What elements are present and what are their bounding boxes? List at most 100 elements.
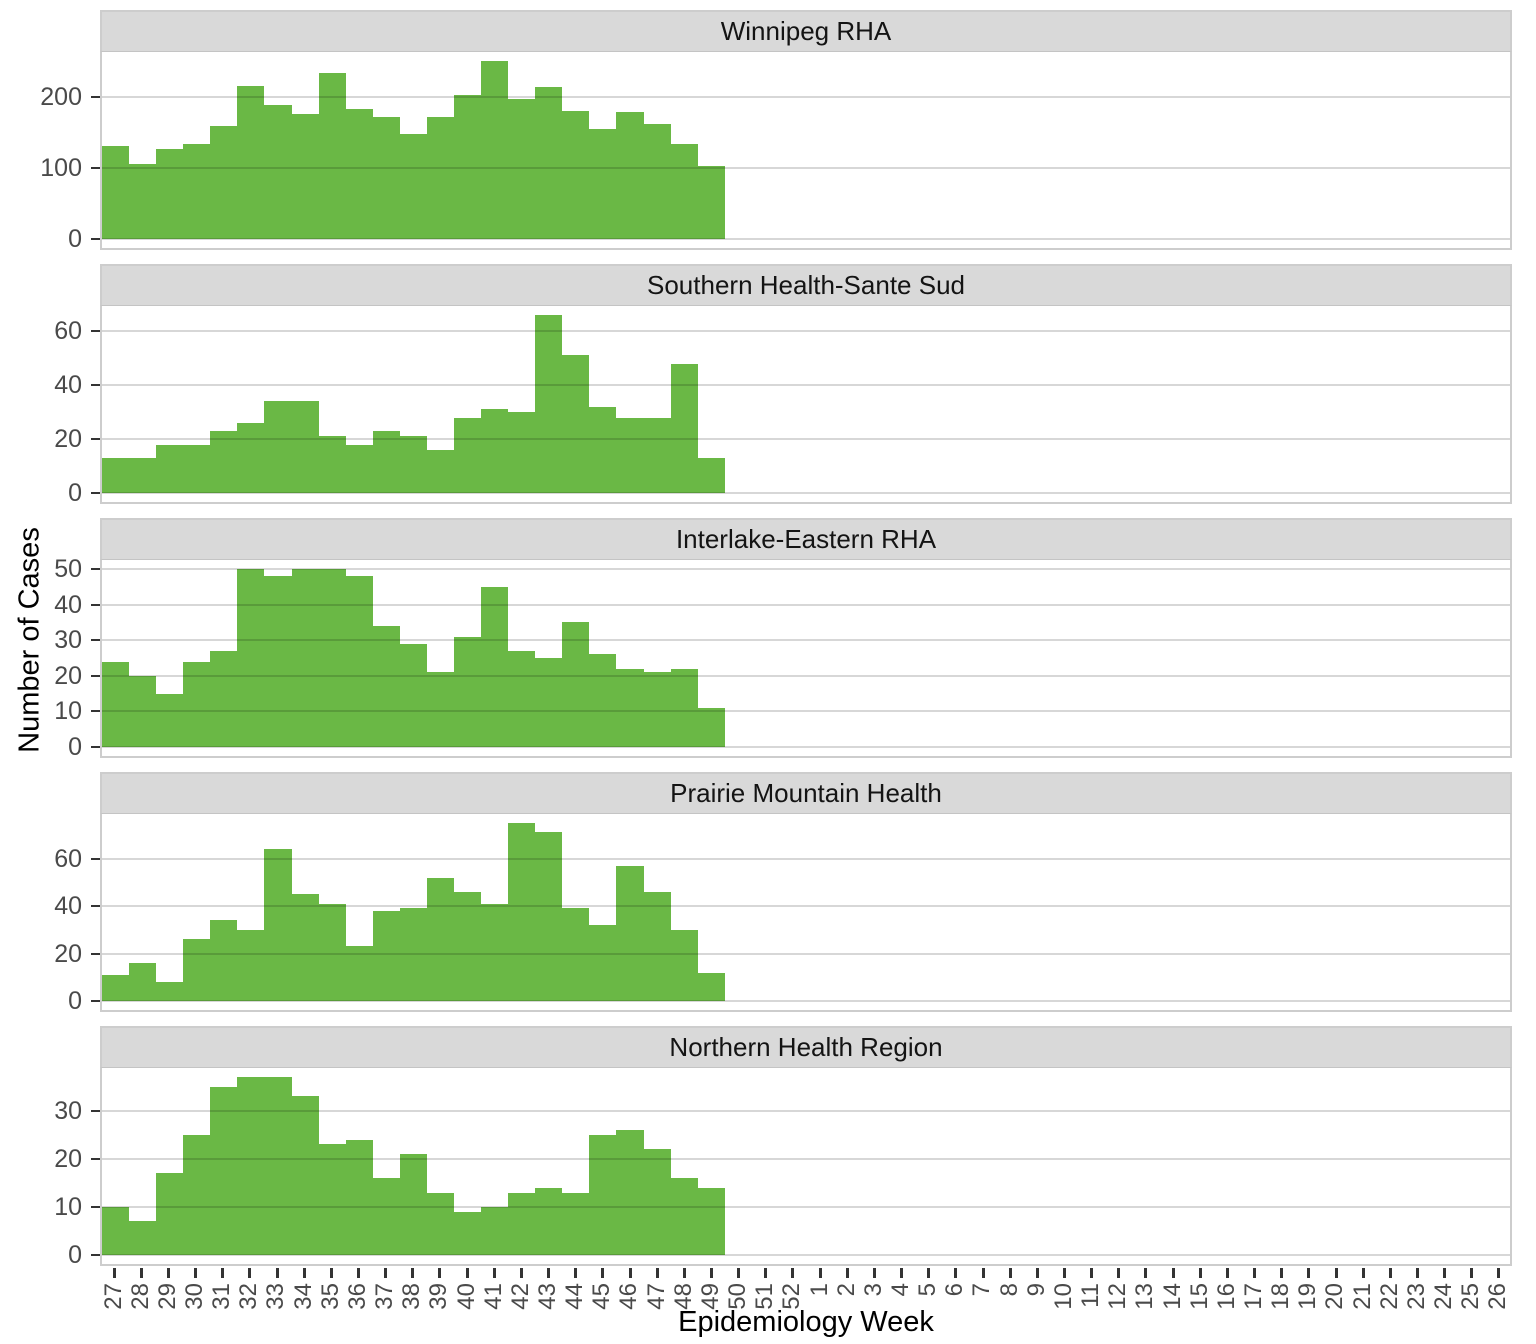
x-tick-mark — [628, 1268, 632, 1278]
bar-week-41 — [481, 409, 509, 494]
x-tick-mark — [1361, 1268, 1365, 1278]
bar-week-38 — [399, 436, 427, 494]
y-tick-mark — [91, 238, 100, 241]
x-tick-mark — [791, 1268, 795, 1278]
x-tick-mark — [655, 1268, 659, 1278]
y-tick-mark — [91, 905, 100, 908]
gridline-y-10 — [102, 1205, 1510, 1208]
bar-week-32 — [237, 568, 265, 748]
bar-week-32 — [237, 1076, 265, 1256]
x-tick-mark — [1117, 1268, 1121, 1278]
bar-week-28 — [129, 675, 157, 748]
facet-1: Winnipeg RHA 0 100 200 — [40, 10, 1512, 253]
gridline-y-40 — [102, 603, 1510, 606]
bar-week-35 — [318, 73, 346, 240]
bar-week-49 — [697, 166, 725, 240]
bar-week-33 — [264, 849, 292, 1002]
gridline-y-20 — [102, 952, 1510, 955]
x-tick-mark — [221, 1268, 225, 1278]
x-tick-mark — [927, 1268, 931, 1278]
x-tick-mark — [1144, 1268, 1148, 1278]
bar-week-48 — [670, 1178, 698, 1256]
bar-week-40 — [454, 417, 482, 494]
bar-week-45 — [589, 654, 617, 748]
bar-week-40 — [454, 1211, 482, 1256]
bar-week-36 — [345, 1139, 373, 1256]
bar-week-31 — [210, 650, 238, 748]
x-tick-label-text: 11 — [1077, 1283, 1105, 1308]
bar-week-32 — [237, 85, 265, 240]
bar-week-49 — [697, 972, 725, 1002]
facet-panel: 0 10 20 30 — [54, 1068, 1512, 1269]
gridline-y-20 — [102, 1157, 1510, 1160]
y-tick-mark — [91, 384, 100, 387]
bar-week-28 — [129, 963, 157, 1002]
x-tick-label-text: 2 — [832, 1283, 860, 1297]
facet-5: Northern Health Region 0 10 20 30 — [54, 1026, 1512, 1269]
y-tick-mark — [91, 1205, 100, 1208]
bar-week-31 — [210, 431, 238, 494]
y-tick-mark — [91, 639, 100, 642]
bar-week-45 — [589, 1134, 617, 1256]
bar-week-27 — [102, 458, 130, 494]
gridline-y-40 — [102, 905, 1510, 908]
y-tick-label: 0 — [68, 987, 82, 1016]
x-tick-mark — [329, 1268, 333, 1278]
gridline-y-20 — [102, 674, 1510, 677]
y-tick-label: 20 — [54, 1144, 82, 1173]
bar-week-27 — [102, 146, 130, 240]
bar-week-36 — [345, 444, 373, 494]
bar-week-37 — [372, 117, 400, 240]
bar-week-43 — [535, 314, 563, 494]
x-tick-mark — [737, 1268, 741, 1278]
bar-week-36 — [345, 109, 373, 240]
facet-panel: 0 20 40 60 — [54, 306, 1512, 507]
x-tick-mark — [954, 1268, 958, 1278]
bar-week-39 — [426, 672, 454, 748]
bar-week-42 — [508, 98, 536, 240]
y-tick-mark — [91, 438, 100, 441]
y-tick-label: 100 — [40, 153, 82, 182]
facet-strip-title: Northern Health Region — [100, 1026, 1512, 1068]
bar-week-39 — [426, 116, 454, 240]
bar-week-38 — [399, 643, 427, 748]
x-tick-label-text: 6 — [941, 1283, 969, 1297]
bar-week-31 — [210, 920, 238, 1002]
gridline-y-10 — [102, 710, 1510, 713]
x-tick-mark — [275, 1268, 279, 1278]
bar-week-33 — [264, 1076, 292, 1256]
gridline-y-30 — [102, 1109, 1510, 1112]
bar-week-44 — [562, 622, 590, 748]
bar-week-33 — [264, 401, 292, 494]
bar-week-31 — [210, 1086, 238, 1256]
facet-panel: 0 20 40 60 — [54, 814, 1512, 1015]
bar-week-45 — [589, 406, 617, 494]
x-tick-mark — [302, 1268, 306, 1278]
y-tick-mark — [91, 330, 100, 333]
x-tick-mark — [981, 1268, 985, 1278]
bar-week-28 — [129, 458, 157, 494]
x-tick-mark — [872, 1268, 876, 1278]
facet-3: Interlake-Eastern RHA 0 10 20 30 40 50 — [54, 518, 1512, 761]
facet-panel: 0 100 200 — [40, 52, 1512, 253]
x-tick-mark — [492, 1268, 496, 1278]
x-tick-label-text: 5 — [914, 1283, 942, 1297]
gridline-y-100 — [102, 166, 1510, 169]
bar-week-44 — [562, 110, 590, 240]
bar-week-36 — [345, 946, 373, 1002]
x-tick-mark — [166, 1268, 170, 1278]
y-tick-label: 20 — [54, 939, 82, 968]
bar-week-27 — [102, 1206, 130, 1256]
bar-week-38 — [399, 1153, 427, 1256]
y-tick-label: 20 — [54, 661, 82, 690]
y-tick-label: 60 — [54, 844, 82, 873]
y-tick-mark — [91, 1254, 100, 1257]
y-tick-mark — [91, 492, 100, 495]
x-tick-mark — [709, 1268, 713, 1278]
bar-week-43 — [535, 86, 563, 240]
x-tick-mark — [194, 1268, 198, 1278]
x-tick-label-text: 9 — [1022, 1283, 1050, 1297]
x-tick-mark — [438, 1268, 442, 1278]
bar-week-48 — [670, 363, 698, 494]
bar-week-41 — [481, 903, 509, 1002]
